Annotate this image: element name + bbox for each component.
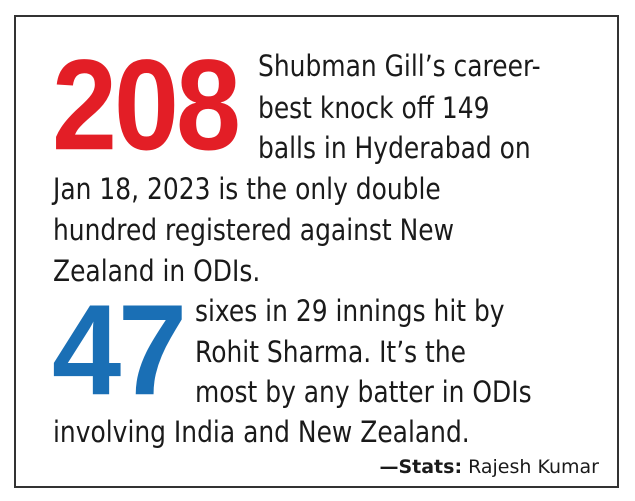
stat1-text-line: Shubman Gill’s career- [258, 49, 541, 83]
stat1-text-line: hundred registered against New [53, 213, 455, 247]
stat-number-47: 47 [52, 277, 187, 422]
stat1-text-line: Jan 18, 2023 is the only double [53, 172, 441, 206]
credit-label: —Stats: [379, 456, 463, 478]
stat-number-208: 208 [52, 32, 241, 177]
stat2-text-line: involving India and New Zealand. [53, 415, 470, 449]
stat2-text-line: sixes in 29 innings hit by [195, 294, 505, 328]
credit-name: Rajesh Kumar [468, 456, 599, 478]
stat1-text-line: best knock off 149 [258, 91, 490, 125]
stat1-text-line: Zealand in ODIs. [53, 254, 261, 288]
stats-box [14, 15, 619, 488]
stat2-text-line: Rohit Sharma. It’s the [195, 335, 466, 369]
stat1-text-line: balls in Hyderabad on [258, 131, 531, 165]
stat2-text-line: most by any batter in ODIs [195, 375, 532, 409]
stats-credit: —Stats: Rajesh Kumar [379, 456, 599, 478]
